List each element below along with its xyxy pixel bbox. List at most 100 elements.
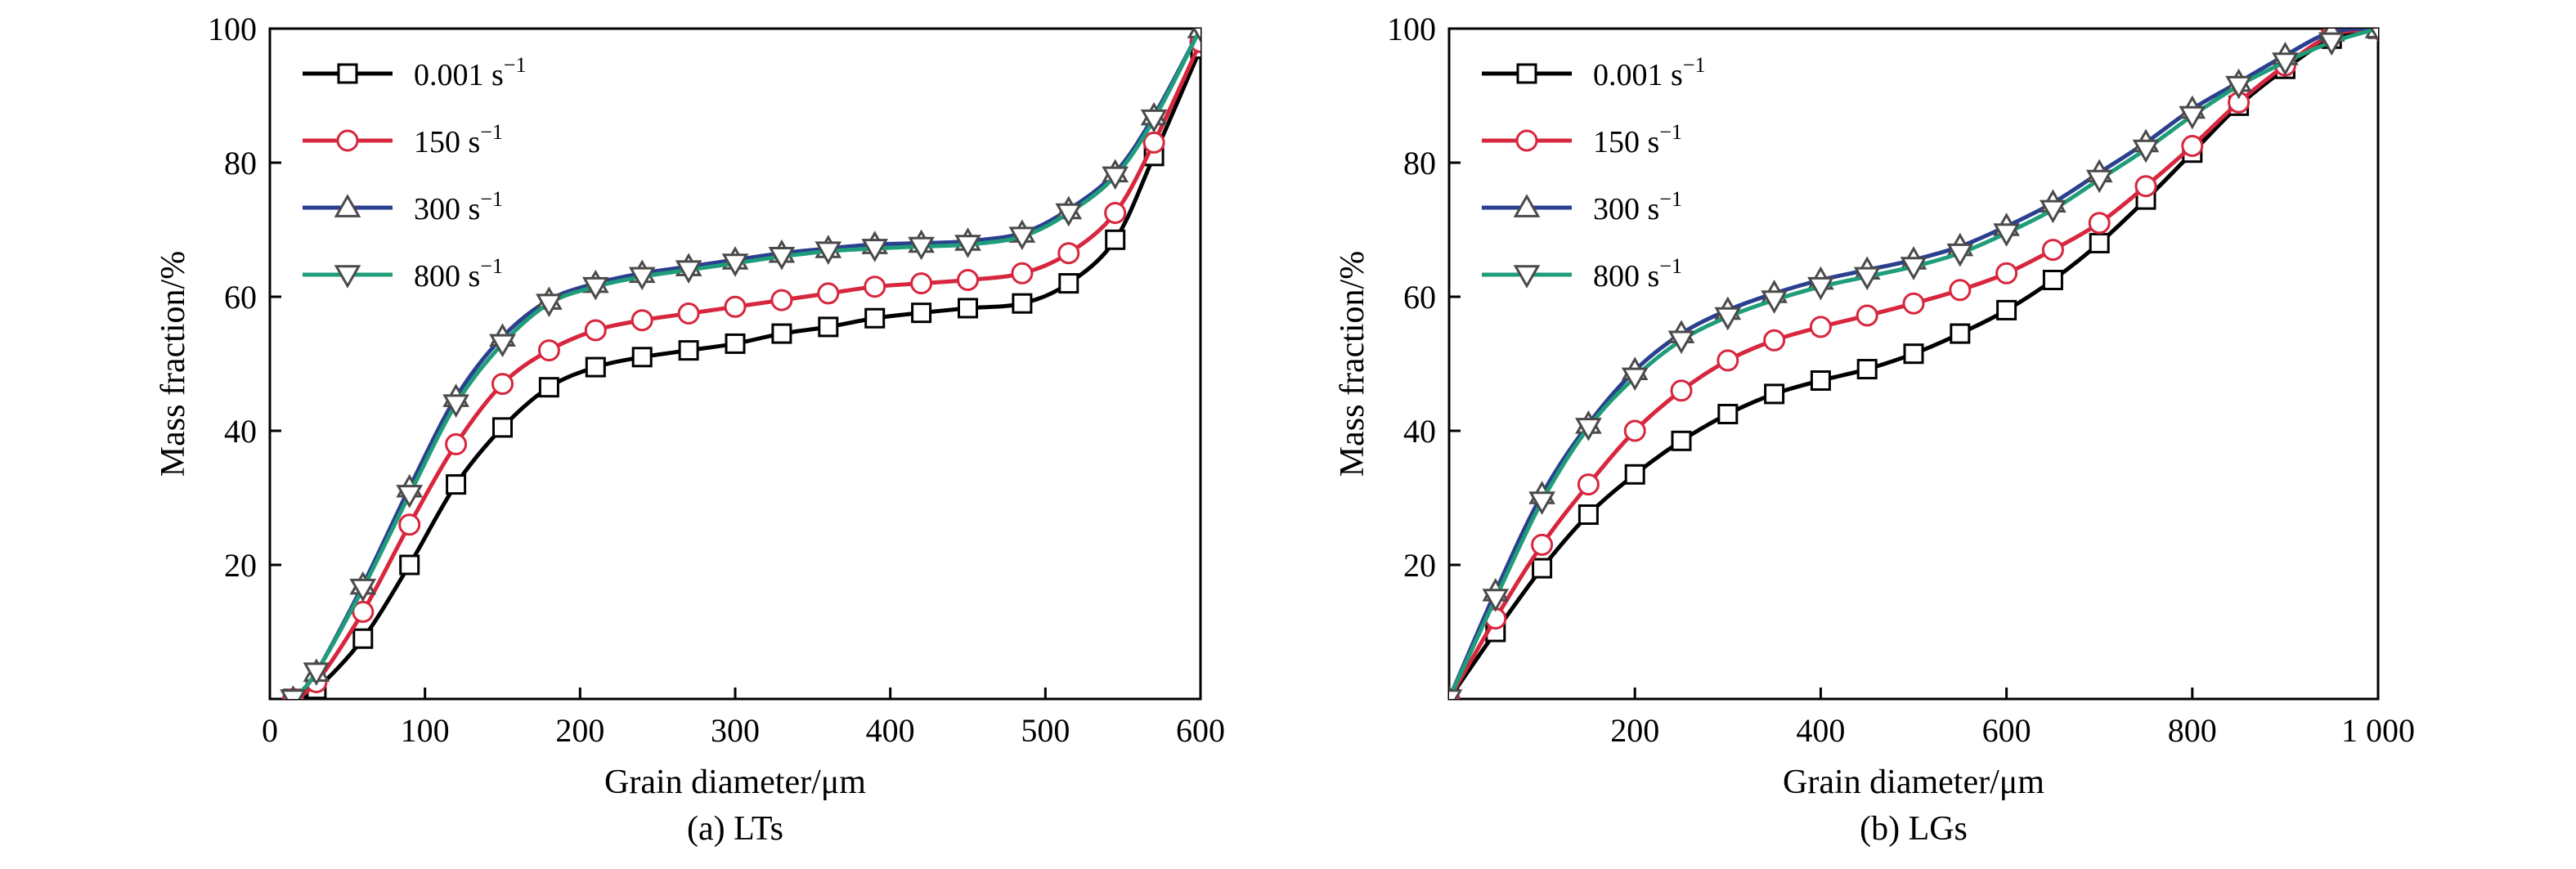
data-point — [770, 289, 793, 311]
y-tick-label: 20 — [1403, 547, 1436, 584]
legend-label-text: 0.001 s — [1593, 58, 1683, 92]
x-tick-label: 0 — [262, 712, 278, 749]
legend-label-superscript: −1 — [480, 120, 503, 144]
data-point — [1809, 316, 1832, 338]
data-point — [954, 235, 981, 258]
data-point — [1764, 383, 1785, 405]
x-tick-label: 200 — [555, 712, 604, 749]
data-point — [1995, 262, 2018, 284]
data-point — [957, 269, 979, 291]
plot-frame — [1447, 27, 2380, 701]
data-point — [1949, 279, 1972, 302]
legend-label-text: 800 s — [414, 259, 480, 293]
data-point — [864, 307, 886, 329]
data-point — [492, 417, 513, 438]
data-point — [1993, 223, 2020, 247]
legend-label: 800 s−1 — [1593, 254, 1682, 293]
y-axis-label: Mass fraction/% — [1334, 251, 1371, 477]
data-point — [631, 347, 653, 368]
data-point — [396, 485, 424, 508]
data-point — [303, 662, 330, 686]
data-point — [2132, 139, 2160, 163]
x-tick-label: 500 — [1021, 712, 1070, 749]
legend-marker — [334, 265, 361, 289]
data-point — [910, 272, 933, 295]
data-point — [724, 295, 747, 318]
legend-label-superscript: −1 — [480, 254, 503, 278]
data-point — [1623, 419, 1646, 442]
data-point — [768, 246, 796, 271]
data-point — [349, 578, 377, 602]
legend-marker — [1513, 194, 1541, 217]
data-point — [442, 394, 469, 418]
legend-label-text: 150 s — [1593, 125, 1659, 159]
x-tick-label: 1 000 — [2341, 712, 2415, 749]
y-tick-label: 60 — [1403, 279, 1436, 316]
legend-marker — [336, 129, 359, 152]
legend-marker — [1515, 129, 1538, 152]
data-point — [958, 298, 978, 319]
chart-panel-a: 0 100 200 300 400 500 600 20 40 60 80 100 Grain diam… — [155, 11, 1225, 848]
data-point — [2085, 169, 2113, 194]
data-point — [581, 276, 609, 301]
data-point — [1856, 359, 1878, 380]
data-point — [1717, 349, 1739, 372]
x-tick-label: 200 — [1610, 712, 1659, 749]
legend-marker — [334, 194, 361, 217]
legend-label-text: 800 s — [1593, 259, 1659, 293]
data-point — [2181, 135, 2204, 157]
data-point — [2318, 32, 2345, 56]
data-point — [280, 689, 307, 699]
legend-marker — [1513, 265, 1541, 289]
data-point — [1531, 533, 1554, 556]
data-point — [1996, 299, 2017, 320]
data-point — [721, 253, 749, 277]
legend-marker — [1516, 63, 1537, 84]
data-point — [1624, 464, 1645, 485]
data-point — [1528, 491, 1555, 515]
data-point — [536, 293, 563, 317]
legend-label: 150 s−1 — [1593, 120, 1682, 159]
x-tick-label: 400 — [866, 712, 915, 749]
data-point — [1482, 589, 1510, 612]
data-point — [445, 432, 468, 455]
data-point — [1104, 202, 1127, 224]
x-axis-label: Grain diameter/μm — [604, 764, 866, 801]
data-point — [1575, 418, 1602, 441]
y-tick-label: 60 — [224, 279, 257, 316]
legend-label-superscript: −1 — [1659, 187, 1682, 211]
x-tick-label: 800 — [2168, 712, 2217, 749]
data-point — [1714, 307, 1742, 331]
data-point — [815, 241, 842, 266]
legend-label: 150 s−1 — [414, 120, 503, 159]
data-point — [675, 260, 702, 284]
data-point — [2040, 199, 2067, 224]
x-tick-label: 600 — [1176, 712, 1225, 749]
data-point — [1950, 323, 1971, 344]
legend-label: 300 s−1 — [414, 187, 503, 226]
data-point — [538, 377, 559, 398]
data-point — [2272, 52, 2299, 76]
legend-label-superscript: −1 — [1659, 254, 1682, 278]
legend-label: 800 s−1 — [414, 254, 503, 293]
data-point — [1810, 370, 1831, 391]
data-point — [1853, 267, 1881, 291]
data-point — [489, 334, 516, 358]
x-axis-label: Grain diameter/μm — [1783, 764, 2044, 801]
y-tick-label: 80 — [1403, 145, 1436, 181]
legend-label: 0.001 s−1 — [1593, 53, 1705, 92]
data-point — [678, 340, 699, 361]
data-point — [1012, 293, 1033, 314]
legend-label-superscript: −1 — [504, 53, 527, 77]
data-point — [1621, 367, 1649, 392]
series-line — [1449, 29, 2378, 699]
legend-label: 0.001 s−1 — [414, 53, 526, 92]
data-point — [1717, 404, 1739, 424]
y-axis-label: Mass fraction/% — [155, 251, 192, 477]
legend-label-superscript: −1 — [1659, 120, 1682, 144]
data-point — [1577, 504, 1599, 525]
data-point — [911, 302, 932, 324]
data-point — [2042, 270, 2063, 290]
